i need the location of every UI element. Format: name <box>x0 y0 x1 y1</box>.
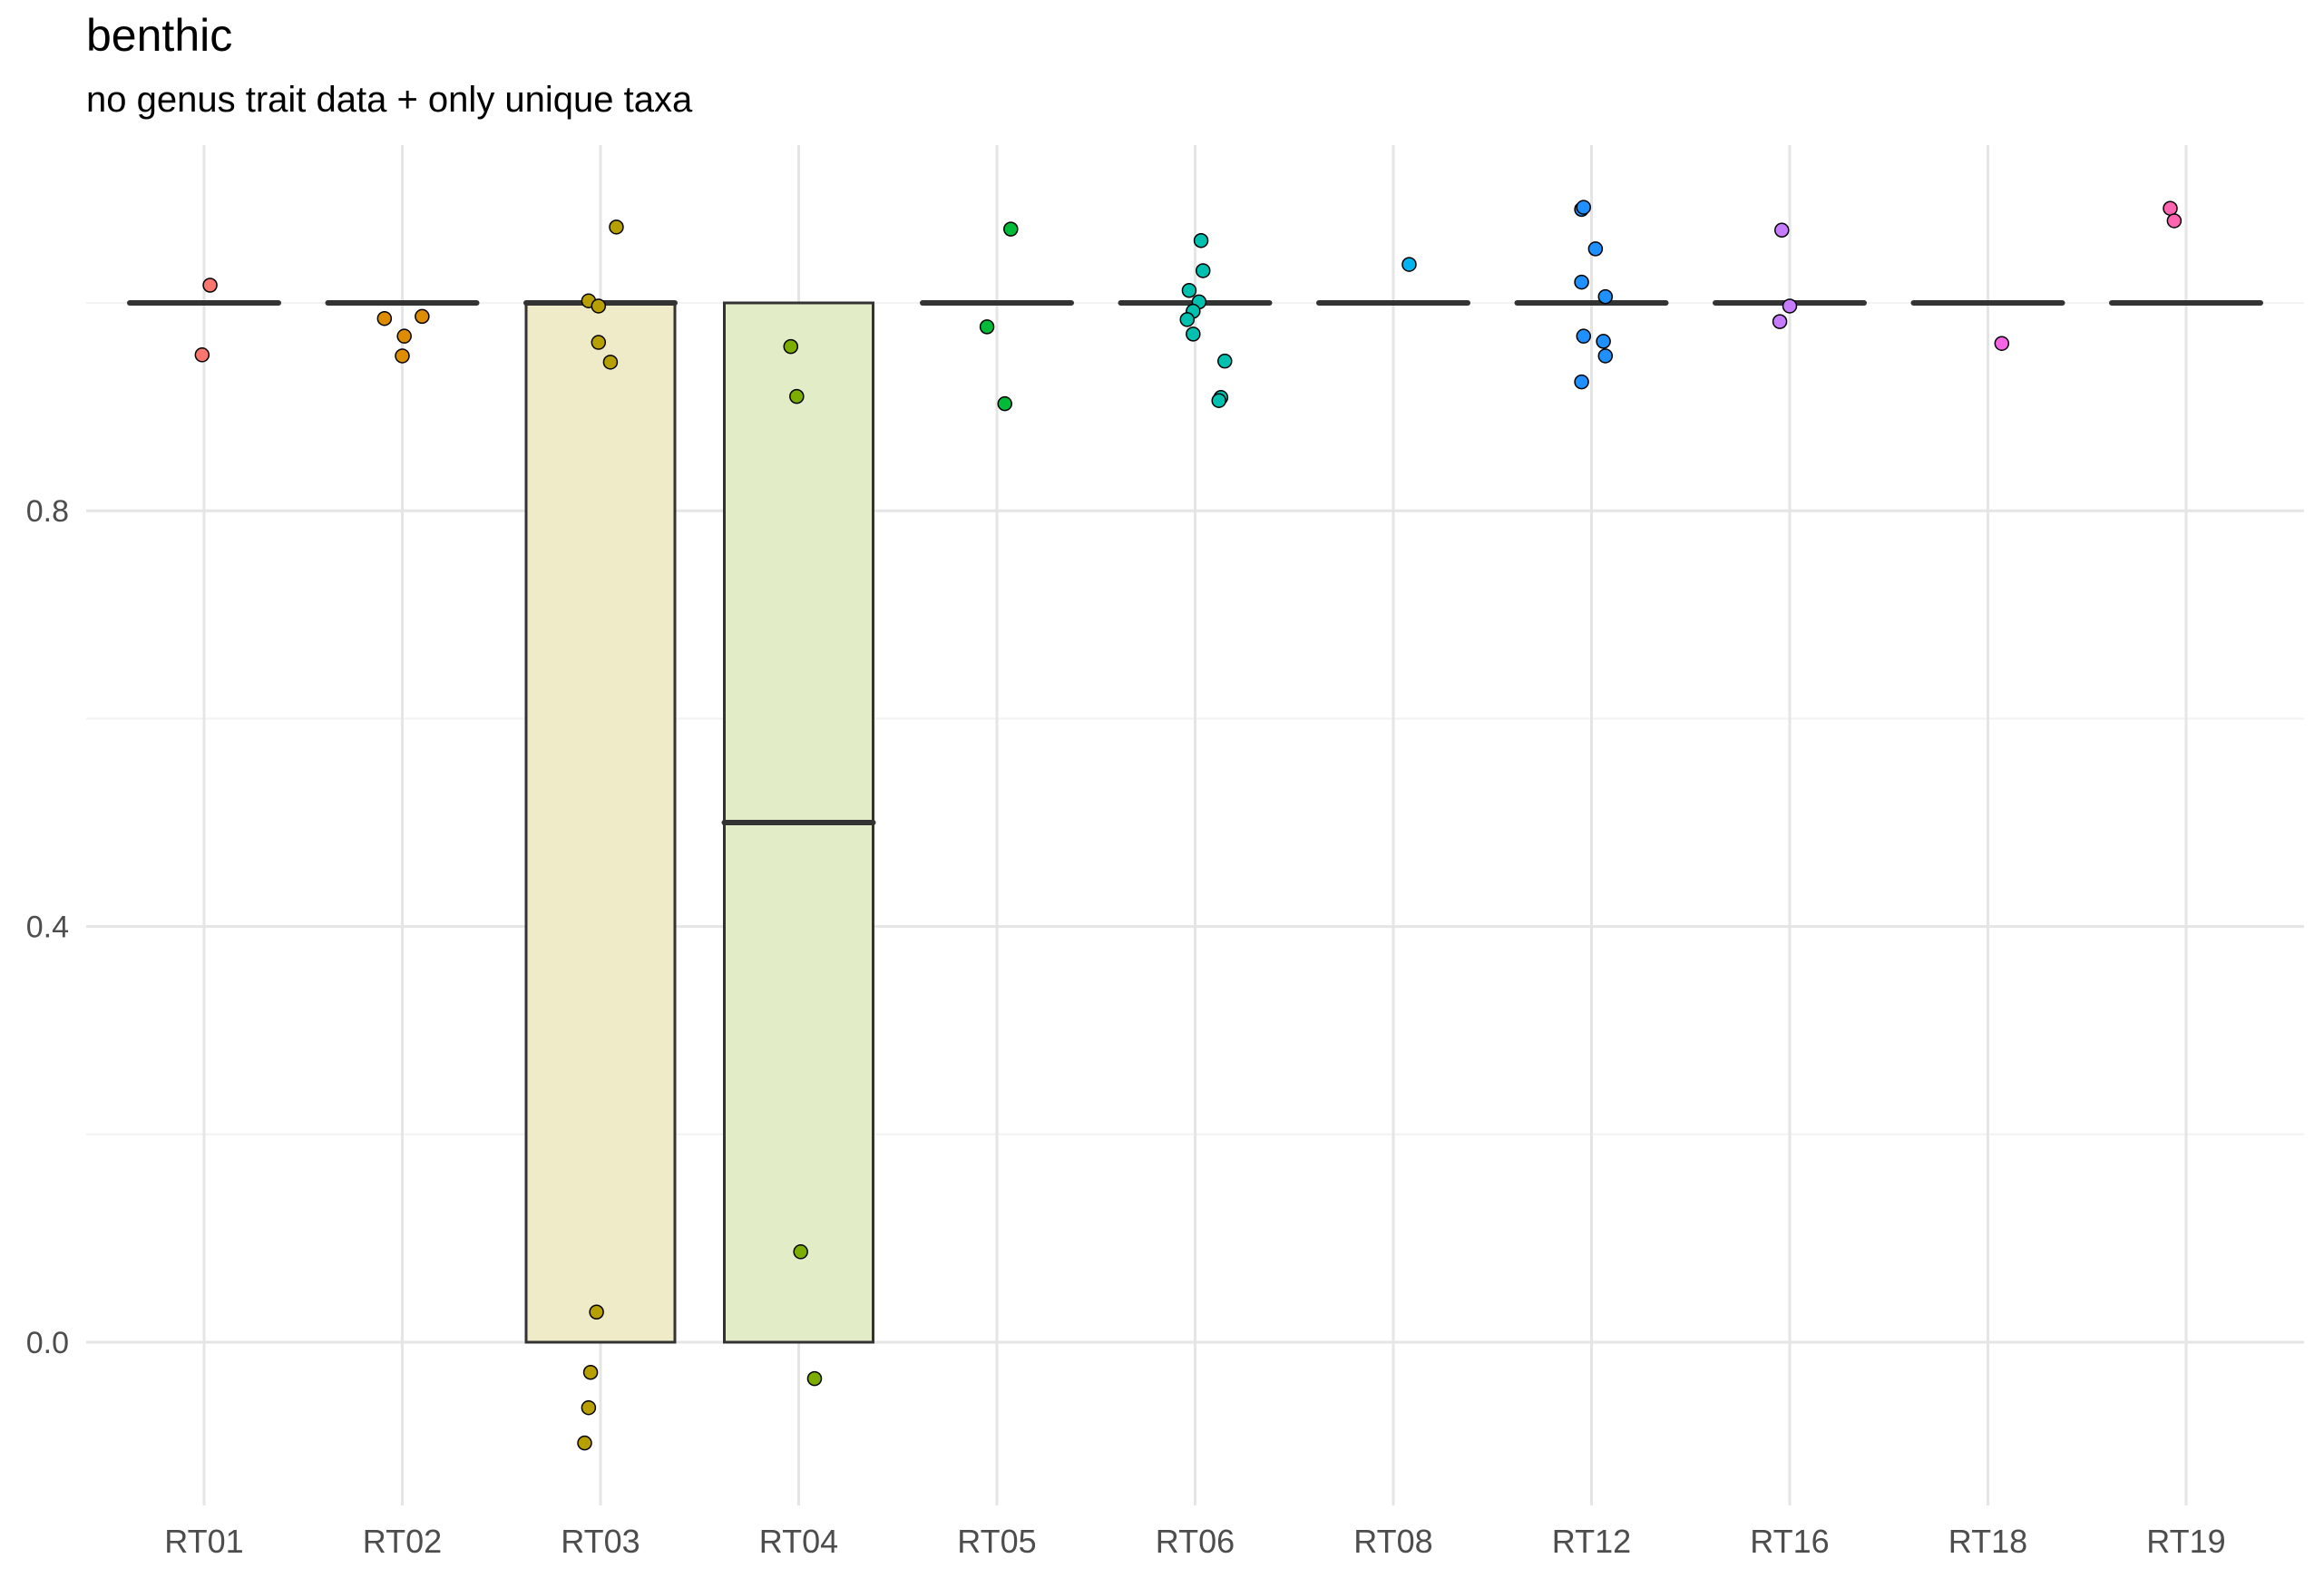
box-RT03 <box>524 301 677 1344</box>
point-RT12 <box>1574 274 1589 290</box>
point-RT02 <box>376 310 393 326</box>
x-tick-label: RT18 <box>1948 1523 2027 1560</box>
point-RT06 <box>1193 232 1209 248</box>
point-RT12 <box>1587 241 1604 257</box>
point-RT03 <box>609 219 624 235</box>
point-RT06 <box>1179 312 1196 327</box>
chart-title: benthic <box>86 10 233 61</box>
chart-subtitle: no genus trait data + only unique taxa <box>86 80 693 120</box>
point-RT19 <box>2163 200 2178 216</box>
point-RT02 <box>415 308 430 325</box>
point-RT03 <box>581 1399 597 1416</box>
x-tick-label: RT16 <box>1750 1523 1829 1560</box>
point-RT12 <box>1576 328 1592 344</box>
grid-layer <box>86 145 2304 1505</box>
point-RT16 <box>1772 314 1788 329</box>
point-RT01 <box>194 347 210 363</box>
point-RT03 <box>582 1364 599 1380</box>
point-RT05 <box>997 395 1012 412</box>
point-RT04 <box>793 1244 808 1260</box>
point-RT06 <box>1217 353 1233 369</box>
point-RT03 <box>591 335 607 350</box>
point-RT19 <box>2166 213 2182 229</box>
point-RT04 <box>783 338 799 355</box>
point-RT08 <box>1401 257 1417 272</box>
point-RT05 <box>979 319 995 335</box>
point-RT12 <box>1576 200 1592 215</box>
point-RT18 <box>1994 336 2010 351</box>
point-layer <box>194 200 2182 1451</box>
point-RT16 <box>1782 298 1798 314</box>
point-RT12 <box>1597 348 1614 364</box>
point-RT12 <box>1574 374 1589 390</box>
x-tick-label: RT03 <box>561 1523 640 1560</box>
point-RT06 <box>1181 282 1197 298</box>
axis-layer: 0.0 0.4 0.8 RT01 RT02 RT03 RT04 RT05 RT06 RT08 RT1… <box>26 494 2226 1560</box>
y-tick-label: 0.8 <box>26 494 69 529</box>
x-tick-label: RT02 <box>363 1523 442 1560</box>
point-RT01 <box>202 278 218 293</box>
point-RT16 <box>1774 222 1790 239</box>
point-RT12 <box>1597 288 1614 305</box>
x-tick-label: RT06 <box>1156 1523 1235 1560</box>
x-tick-label: RT19 <box>2146 1523 2225 1560</box>
point-RT03 <box>602 355 619 370</box>
point-RT04 <box>789 388 805 404</box>
point-RT02 <box>396 328 412 344</box>
x-tick-label: RT01 <box>164 1523 243 1560</box>
box-layer <box>127 300 2263 1344</box>
point-RT12 <box>1596 334 1611 349</box>
x-tick-label: RT12 <box>1552 1523 1631 1560</box>
point-RT06 <box>1195 263 1211 278</box>
y-tick-label: 0.0 <box>26 1326 69 1360</box>
point-RT03 <box>589 1304 604 1320</box>
x-tick-label: RT04 <box>759 1523 838 1560</box>
point-RT06 <box>1211 393 1226 408</box>
point-RT05 <box>1003 221 1019 237</box>
point-RT03 <box>591 298 607 314</box>
x-tick-label: RT08 <box>1353 1523 1432 1560</box>
x-tick-label: RT05 <box>957 1523 1036 1560</box>
point-RT06 <box>1186 326 1201 342</box>
point-RT04 <box>806 1370 823 1387</box>
y-tick-label: 0.4 <box>26 911 69 945</box>
point-RT02 <box>395 348 410 364</box>
point-RT03 <box>577 1435 592 1451</box>
